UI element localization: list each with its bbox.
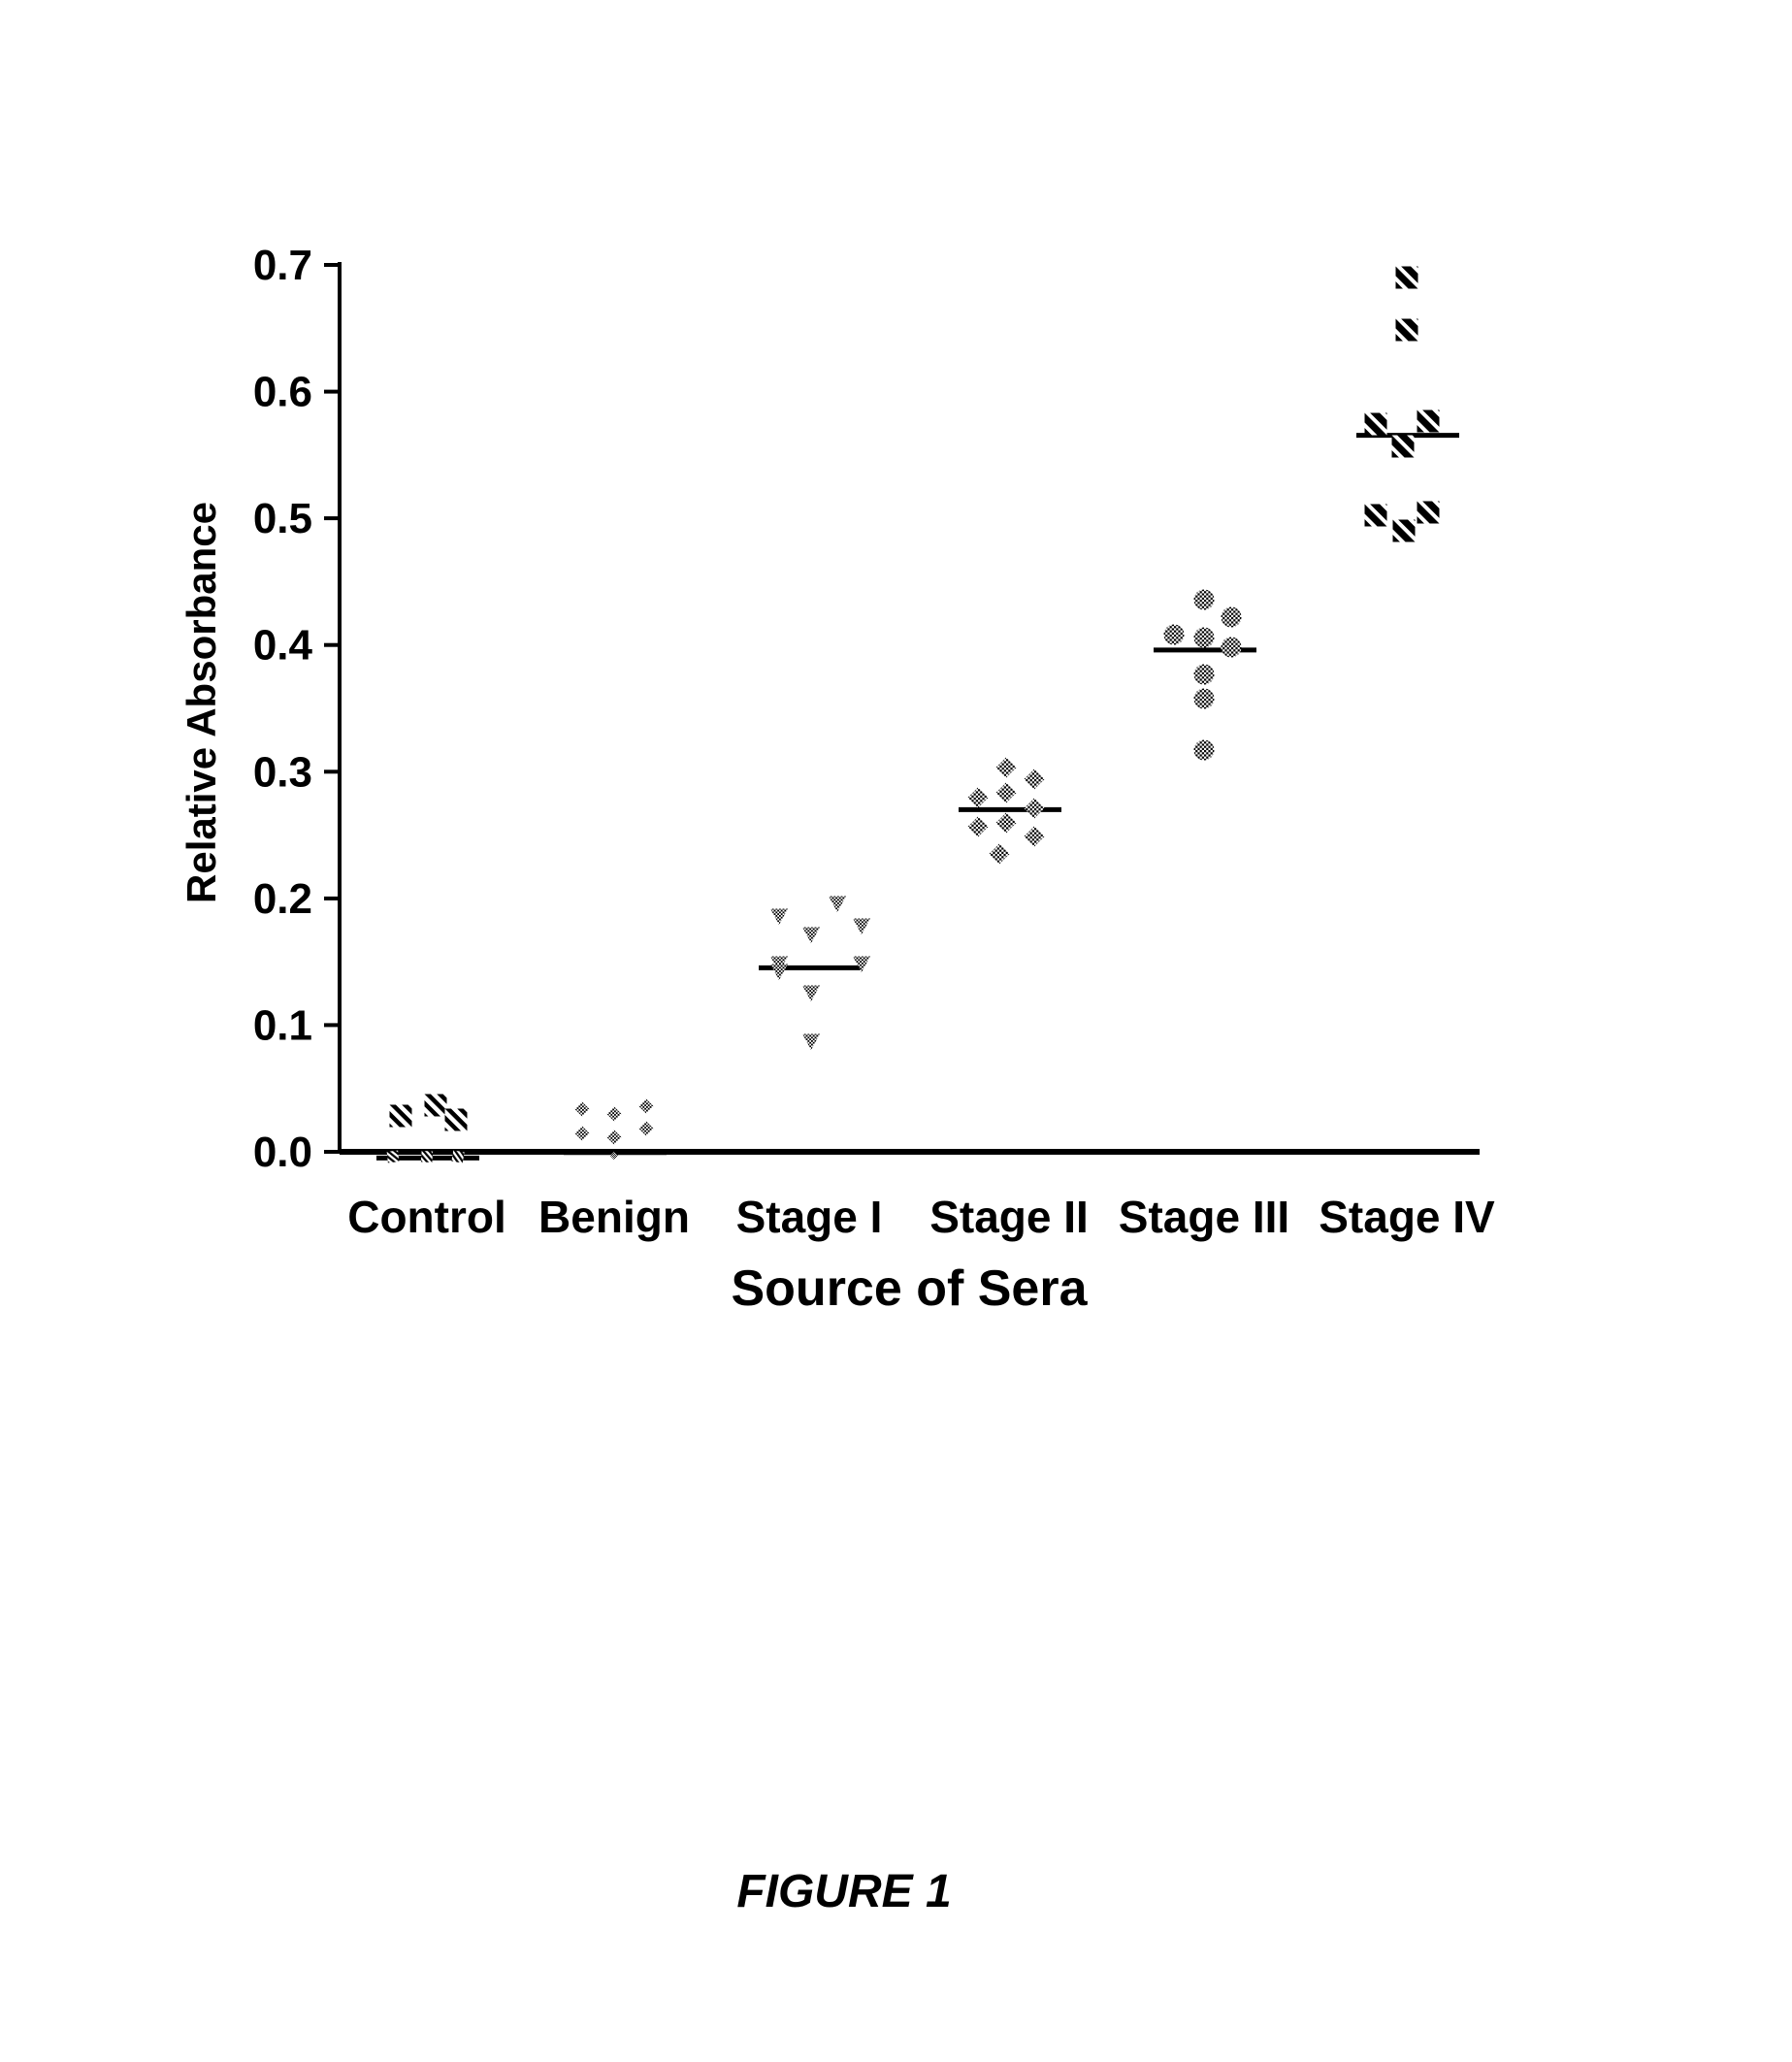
svg-text:0.2: 0.2 [253, 875, 312, 923]
svg-text:0.5: 0.5 [253, 495, 312, 542]
svg-text:0.4: 0.4 [253, 622, 313, 670]
svg-text:FIGURE 1: FIGURE 1 [736, 1866, 951, 1917]
svg-text:Stage I: Stage I [736, 1192, 883, 1242]
svg-text:Control: Control [347, 1192, 506, 1242]
svg-text:Relative Absorbance: Relative Absorbance [179, 502, 224, 903]
svg-text:Stage IV: Stage IV [1319, 1192, 1495, 1242]
svg-text:0.7: 0.7 [253, 242, 312, 289]
svg-text:Stage II: Stage II [929, 1192, 1089, 1242]
svg-text:0.3: 0.3 [253, 748, 312, 796]
svg-text:Benign: Benign [538, 1192, 690, 1242]
svg-text:0.6: 0.6 [253, 369, 312, 416]
svg-text:0.0: 0.0 [253, 1129, 312, 1176]
svg-text:Source of Sera: Source of Sera [731, 1260, 1088, 1317]
svg-text:0.1: 0.1 [253, 1001, 312, 1049]
svg-text:Stage III: Stage III [1119, 1192, 1289, 1242]
